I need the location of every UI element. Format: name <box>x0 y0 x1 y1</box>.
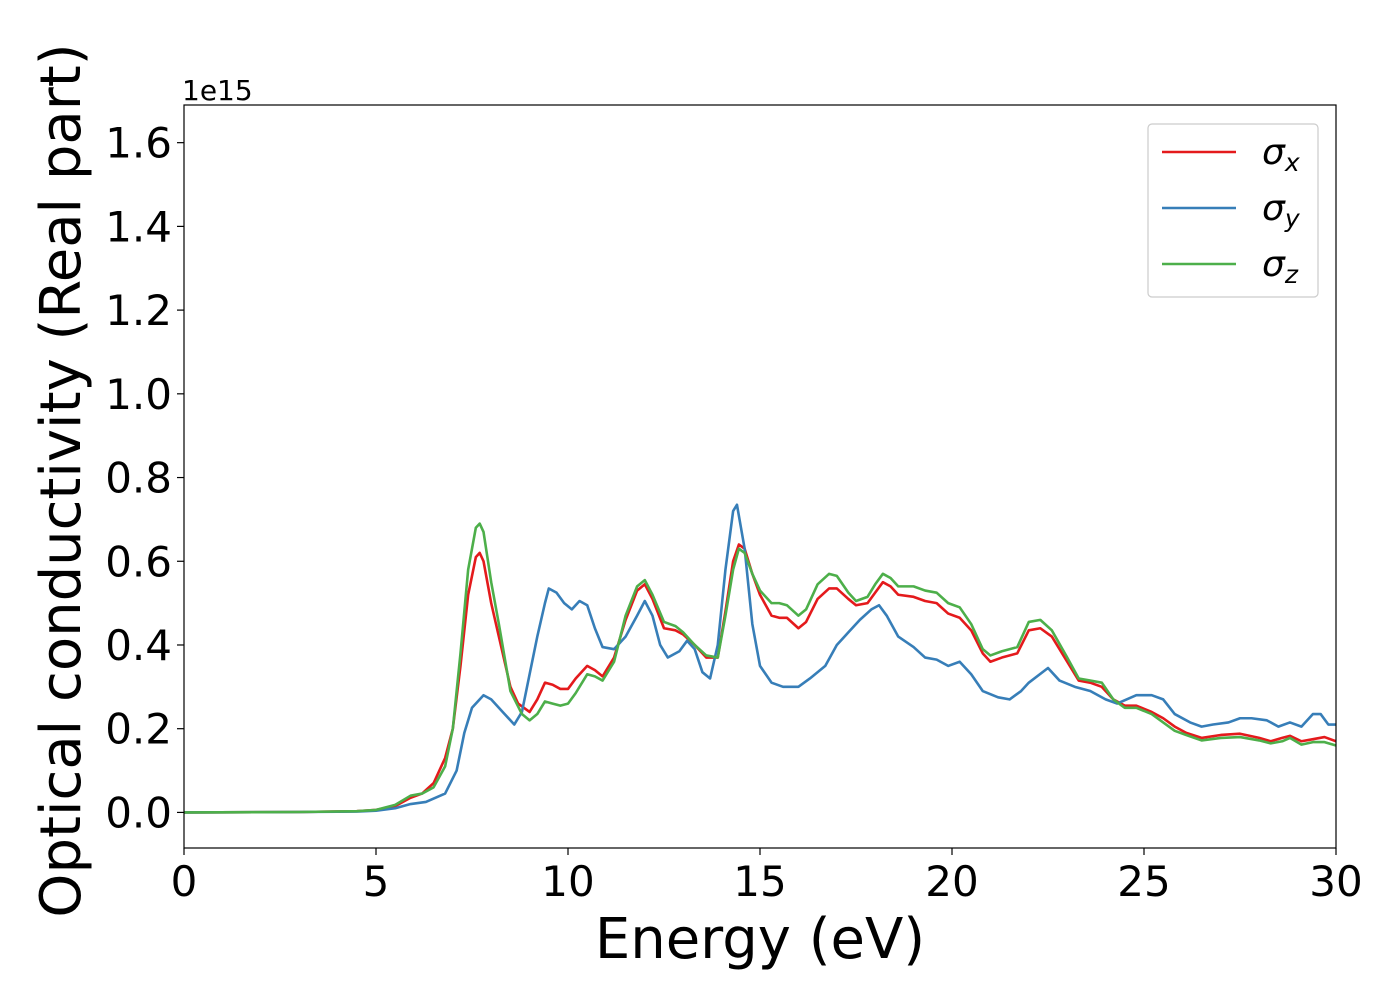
x-tick-label: 20 <box>925 857 978 906</box>
y-tick-label: 1.6 <box>105 119 172 168</box>
y-axis-title: Optical conductivity (Real part) <box>29 43 94 917</box>
x-tick-label: 15 <box>733 857 786 906</box>
x-tick-label: 5 <box>363 857 390 906</box>
y-offset-label: 1e15 <box>182 74 253 107</box>
y-tick-label: 0.2 <box>105 705 172 754</box>
y-axis-ticks: 0.0 0.2 0.4 0.6 0.8 1.0 1.2 1.4 1.6 <box>105 119 184 837</box>
series-line-x <box>184 543 1336 814</box>
x-tick-label: 25 <box>1117 857 1170 906</box>
x-tick-label: 10 <box>541 857 594 906</box>
y-tick-label: 0.8 <box>105 454 172 503</box>
y-tick-label: 0.4 <box>105 621 172 670</box>
series-line-z <box>184 522 1336 814</box>
x-tick-label: 0 <box>171 857 198 906</box>
series-line-y <box>184 503 1336 814</box>
y-tick-label: 1.0 <box>105 370 172 419</box>
legend-box <box>1147 123 1319 298</box>
series-layer <box>184 503 1336 814</box>
legend-label-x: σx <box>1262 132 1300 177</box>
x-axis-title: Energy (eV) <box>595 907 925 972</box>
y-tick-label: 0.0 <box>105 788 172 837</box>
y-tick-label: 1.4 <box>105 202 172 251</box>
y-tick-label: 0.6 <box>105 537 172 586</box>
y-tick-label: 1.2 <box>105 286 172 335</box>
x-axis-ticks: 0 5 10 15 20 25 30 <box>171 848 1363 906</box>
x-tick-label: 30 <box>1309 857 1362 906</box>
